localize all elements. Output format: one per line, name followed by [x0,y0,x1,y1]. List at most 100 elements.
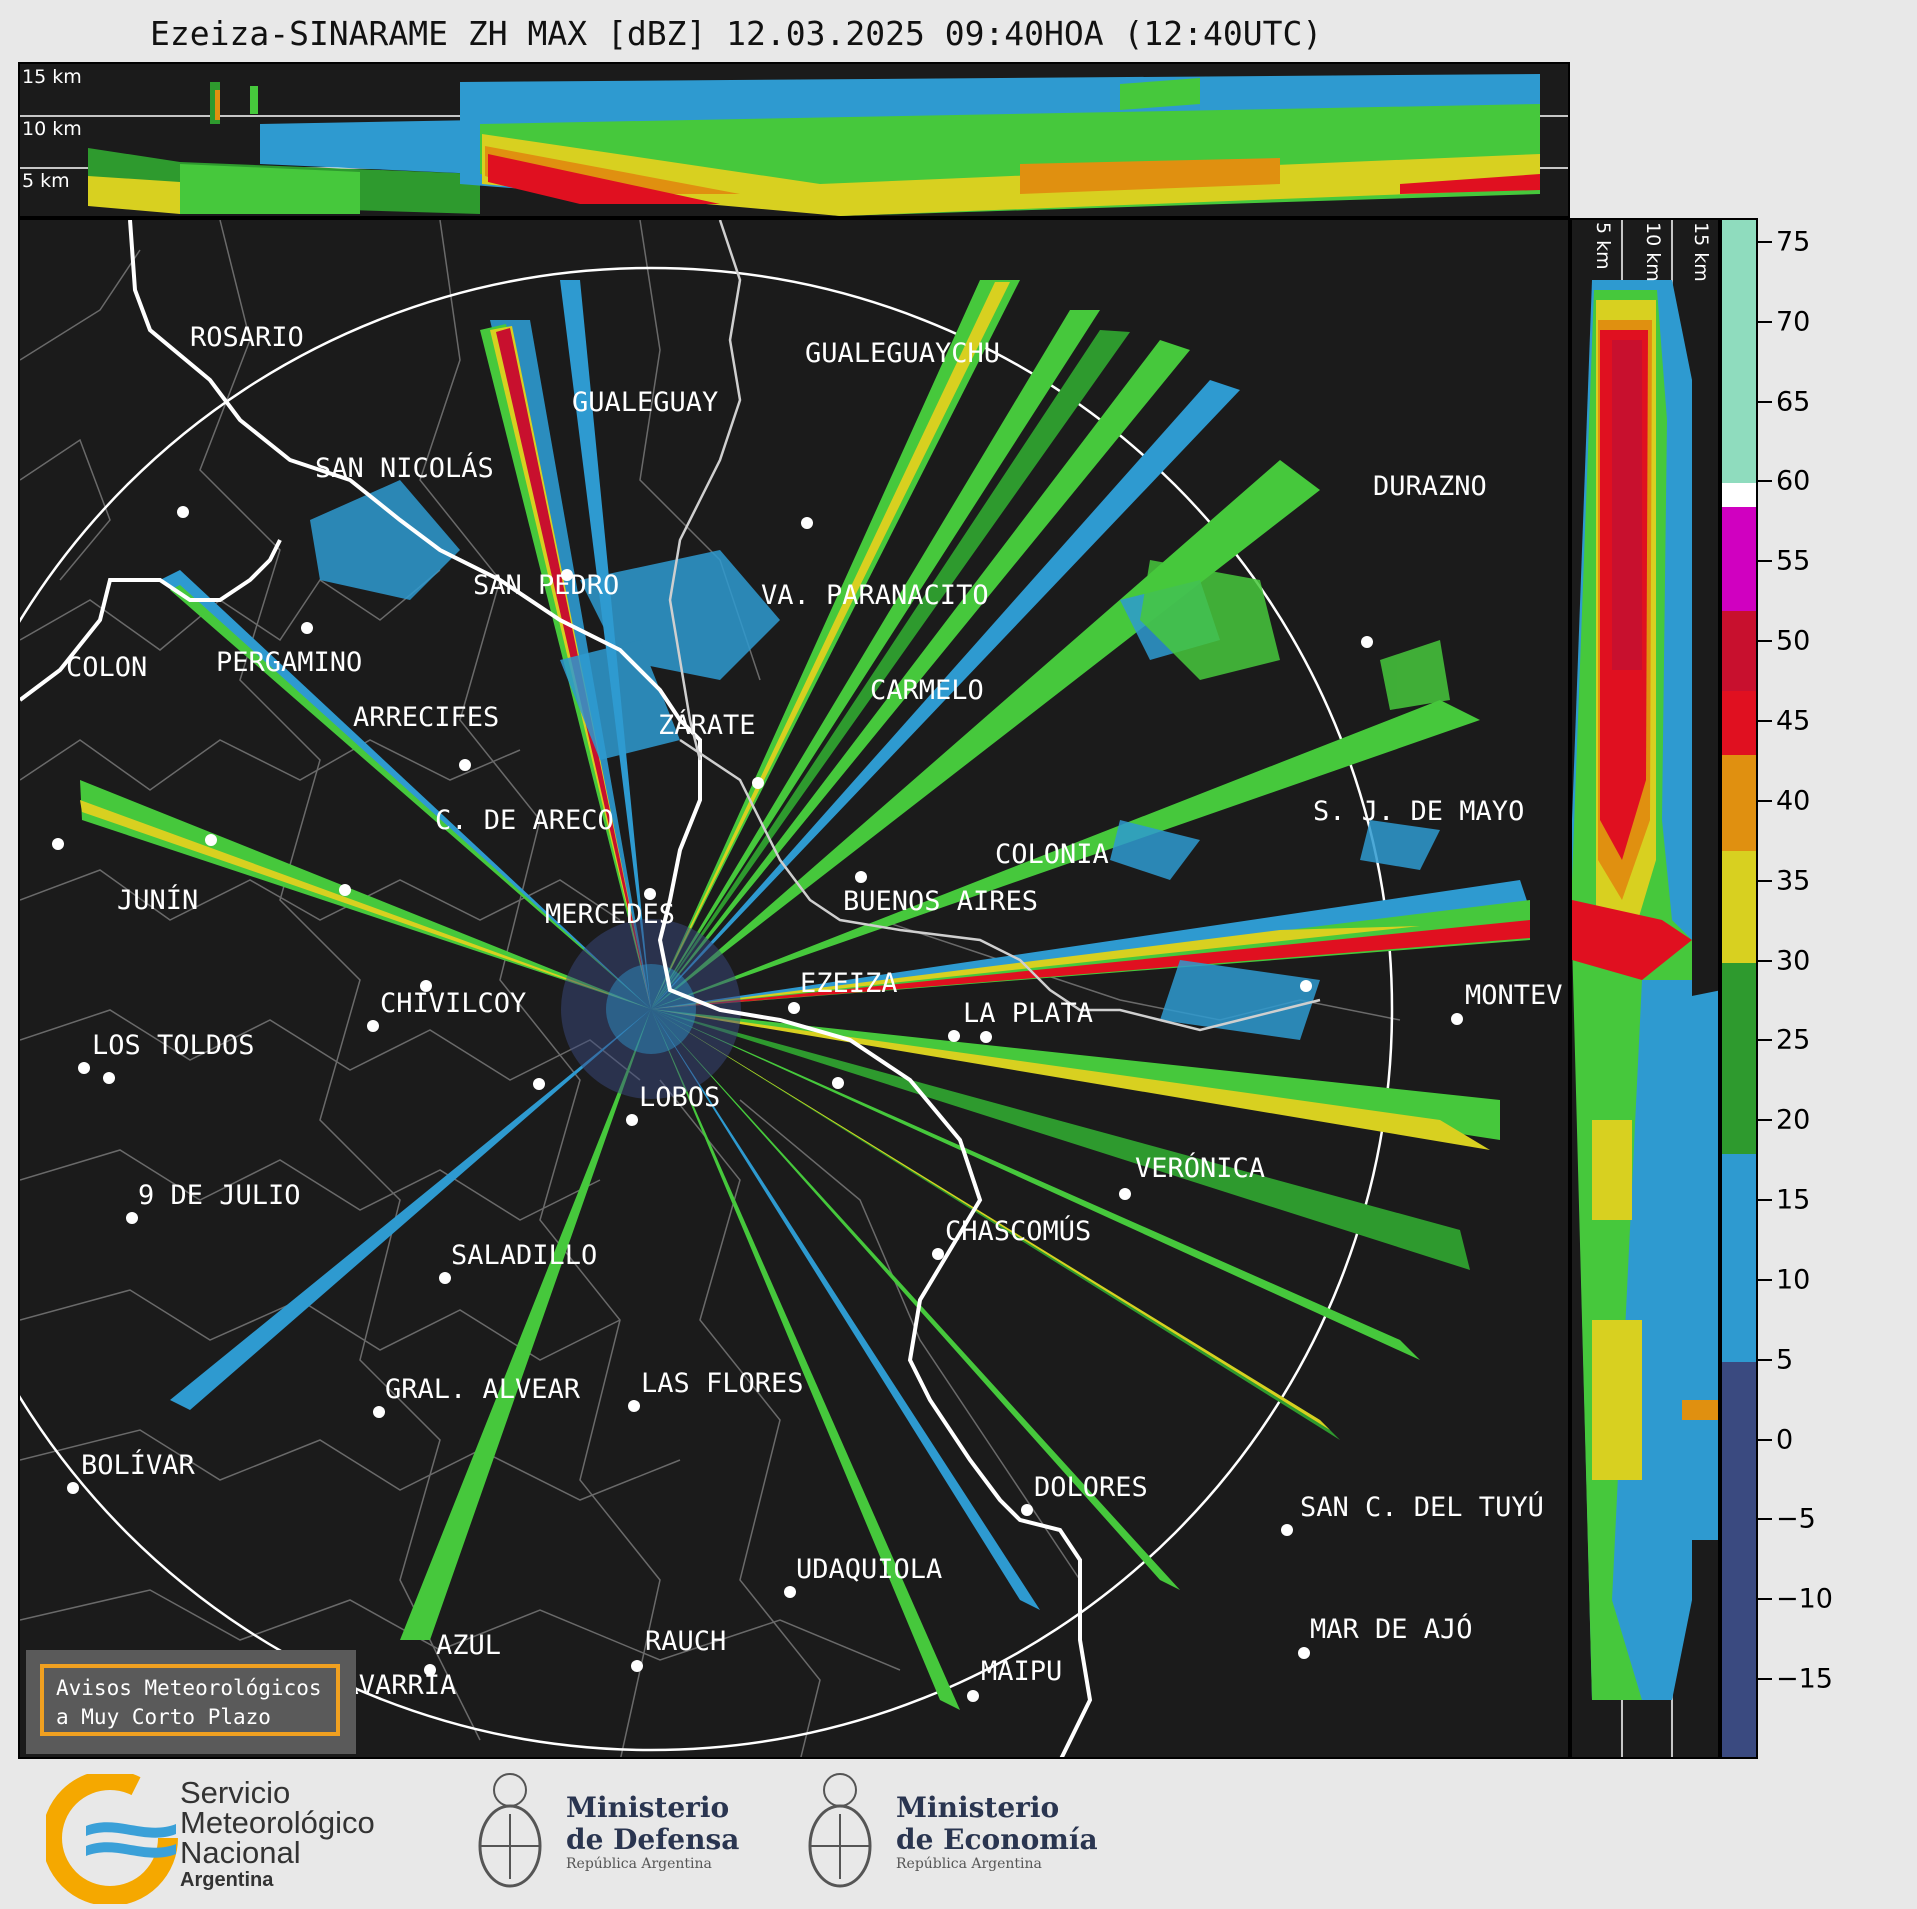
city-label-rauch: RAUCH [645,1626,727,1657]
colorbar-tick-label: 35 [1776,865,1811,897]
city-label-junin: JUNÍN [117,885,199,916]
city-label-veronica: VERÓNICA [1135,1153,1266,1184]
altitude-label-15km: 15 km [22,66,82,88]
coat-of-arms-icon [478,1773,542,1888]
defensa-line1: Ministerio [566,1791,730,1824]
colorbar-tick-label: 75 [1776,226,1811,258]
smn-line1: Servicio [180,1775,291,1810]
smn-logo-icon [46,1774,178,1904]
city-label-gualeguaychu: GUALEGUAYCHU [805,338,1001,369]
city-label-la-plata: LA PLATA [963,998,1094,1029]
colorbar-tick [1758,1598,1772,1601]
city-label-9-de-julio: 9 DE JULIO [138,1180,301,1211]
colorbar-tick [1758,400,1772,403]
colorbar-band [1722,611,1756,692]
colorbar-tick [1758,1438,1772,1441]
colorbar-tick-label: 30 [1776,945,1811,977]
colorbar-band [1722,1361,1756,1757]
city-label-azul: AZUL [436,1630,502,1661]
city-label-pergamino: PERGAMINO [216,647,363,678]
city-label-sj-de-mayo: S. J. DE MAYO [1313,796,1525,827]
city-label-mar-de-ajo: MAR DE AJÓ [1310,1614,1473,1645]
colorbar-tick [1758,240,1772,243]
colorbar-tick [1758,640,1772,643]
city-dots [52,506,1463,1714]
colorbar-tick-label: 40 [1776,785,1811,817]
city-label-ezeiza: EZEIZA [800,968,898,999]
side-altitude-label-10km: 10 km [1642,222,1664,282]
city-label-villa-paranacito: VA. PARANACITO [761,580,989,611]
city-label-udaquiola: UDAQUIOLA [796,1554,943,1585]
city-label-gral-alvear: GRAL. ALVEAR [385,1374,581,1405]
colorbar-band [1722,754,1756,851]
defensa-line3: República Argentina [566,1856,712,1872]
colorbar-tick-label: 0 [1776,1424,1794,1456]
altitude-label-5km: 5 km [22,170,70,192]
colorbar-tick-label: 65 [1776,386,1811,418]
colorbar-tick-label: 45 [1776,705,1811,737]
coastline [20,220,1093,1757]
city-label-san-nicolas: SAN NICOLÁS [315,453,494,484]
avisos-badge-line2: a Muy Corto Plazo [56,1705,271,1729]
colorbar-tick [1758,799,1772,802]
side-altitude-label-15km: 15 km [1690,222,1712,282]
colorbar-tick [1758,1678,1772,1681]
colorbar-tick [1758,1039,1772,1042]
colorbar-tick [1758,959,1772,962]
city-label-chivilcoy: CHIVILCOY [380,988,527,1019]
top-cross-section-echoes [20,74,1568,216]
colorbar-tick-label: 50 [1776,625,1811,657]
city-label-c-de-areco: C. DE ARECO [435,805,614,836]
colorbar-tick-label: 70 [1776,306,1811,338]
colorbar-band [1722,220,1756,484]
colorbar-band [1722,691,1756,755]
colorbar-tick-label: 55 [1776,545,1811,577]
city-label-maipu: MAIPU [981,1656,1063,1687]
colorbar-tick-label: −5 [1776,1503,1816,1535]
colorbar [1720,218,1758,1759]
city-label-lobos: LOBOS [639,1082,721,1113]
city-label-san-c-del-tuyu: SAN C. DEL TUYÚ [1300,1492,1544,1523]
economia-line3: República Argentina [896,1856,1042,1872]
city-label-durazno: DURAZNO [1373,471,1487,502]
colorbar-band [1722,850,1756,963]
city-label-los-toldos: LOS TOLDOS [92,1030,255,1061]
side-altitude-label-5km: 5 km [1592,222,1614,270]
colorbar-tick-label: 5 [1776,1344,1794,1376]
economia-line1: Ministerio [896,1791,1060,1824]
avisos-badge-line1: Avisos Meteorológicos [56,1676,322,1700]
colorbar-tick-label: 20 [1776,1104,1811,1136]
colorbar-tick-label: −10 [1776,1583,1833,1615]
colorbar-tick-label: 60 [1776,465,1811,497]
city-label-zarate: ZÁRATE [658,710,756,741]
city-label-colon: COLON [66,652,148,683]
range-ring [20,266,1394,1752]
smn-line3: Nacional [180,1835,301,1870]
colorbar-tick [1758,1278,1772,1281]
economia-line2: de Economía [896,1823,1098,1856]
colorbar-tick-label: 10 [1776,1264,1811,1296]
defensa-line2: de Defensa [566,1823,740,1856]
city-label-san-pedro: SAN PEDRO [473,570,620,601]
city-label-colonia: COLONIA [995,839,1109,870]
city-label-montevideo: MONTEV [1465,980,1563,1011]
colorbar-tick [1758,480,1772,483]
city-label-mercedes: MERCEDES [545,899,676,930]
radar-map-panel [18,218,1570,1759]
colorbar-band [1722,507,1756,612]
colorbar-tick-label: 15 [1776,1184,1811,1216]
colorbar-tick [1758,1518,1772,1521]
top-cross-section-panel: 15 km 10 km 5 km [18,62,1570,218]
avisos-badge: Avisos Meteorológicos a Muy Corto Plazo [26,1650,356,1754]
colorbar-tick [1758,320,1772,323]
radar-map [20,220,1530,1757]
city-label-saladillo: SALADILLO [451,1240,598,1271]
smn-line4: Argentina [180,1869,274,1891]
city-label-chascomus: CHASCOMÚS [945,1216,1092,1247]
chart-title: Ezeiza-SINARAME ZH MAX [dBZ] 12.03.2025 … [150,14,1323,53]
colorbar-tick [1758,879,1772,882]
colorbar-band [1722,1154,1756,1362]
colorbar-tick [1758,720,1772,723]
coat-of-arms-icon [808,1773,872,1888]
city-label-bolivar: BOLÍVAR [81,1450,195,1481]
